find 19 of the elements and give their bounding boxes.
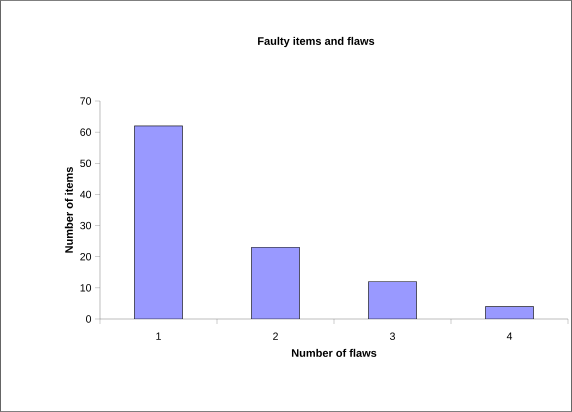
bar (485, 306, 534, 319)
y-tick-label: 20 (80, 253, 92, 260)
bar (368, 281, 417, 319)
chart-title: Faulty items and flaws (258, 36, 374, 48)
y-tick-label: 50 (80, 160, 92, 168)
y-axis-title: Number of items (64, 167, 73, 253)
y-tick-label: 70 (80, 97, 92, 105)
x-axis-title: Number of flaws (292, 348, 376, 357)
y-tick-label: 30 (80, 222, 92, 230)
bar (251, 247, 300, 319)
y-tick-label: 0 (86, 315, 92, 323)
x-tick-label: 4 (506, 332, 512, 340)
y-tick-label: 10 (80, 284, 92, 292)
y-tick-label: 40 (80, 190, 92, 198)
x-tick-label: 1 (156, 332, 161, 340)
y-tick-label: 60 (80, 128, 92, 136)
x-tick-label: 3 (390, 332, 395, 340)
bar (134, 126, 183, 319)
x-tick-label: 2 (273, 332, 278, 340)
